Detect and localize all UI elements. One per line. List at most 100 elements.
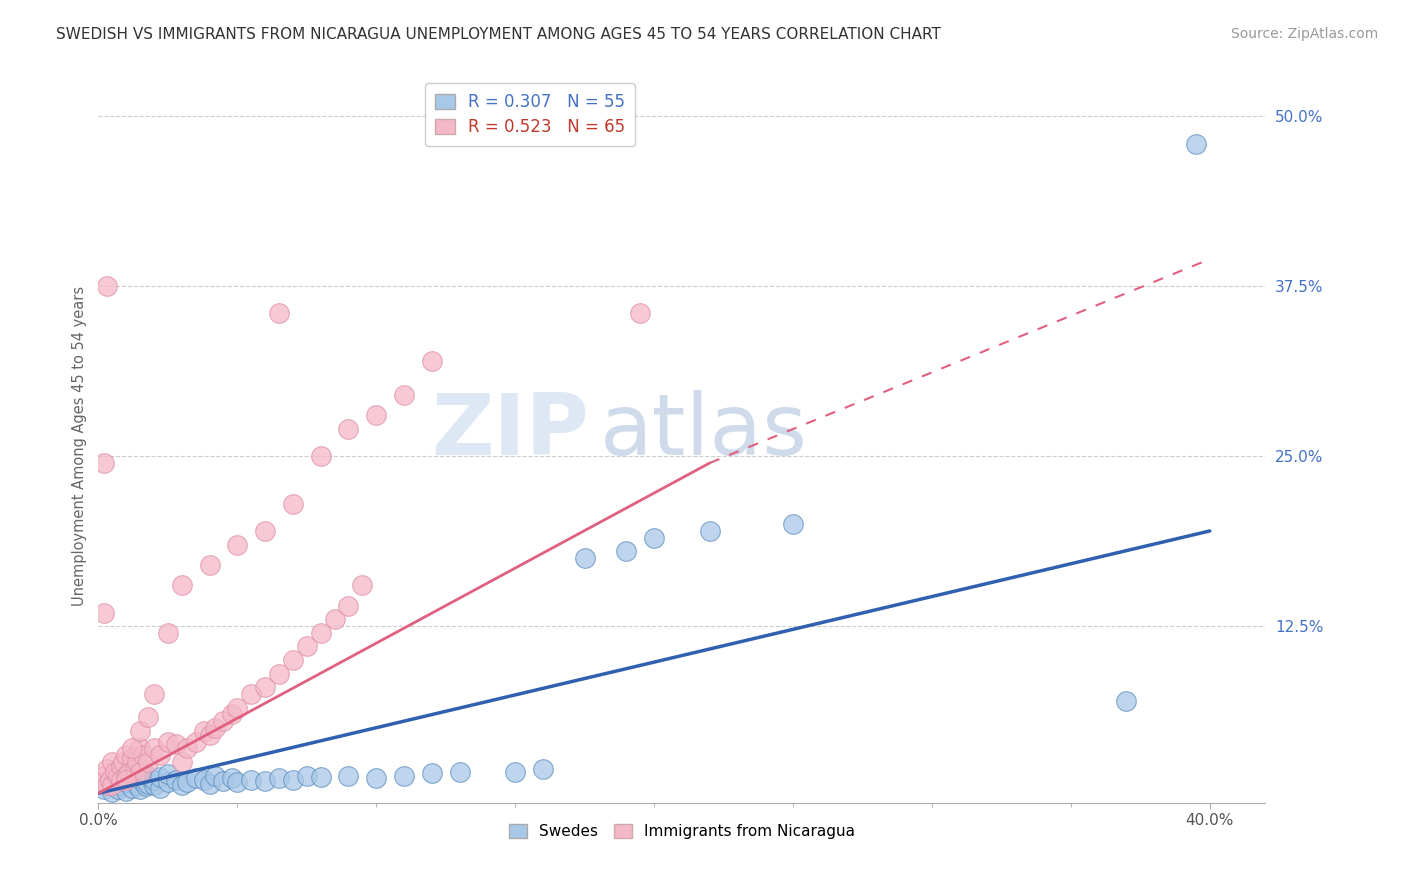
Point <box>170 755 193 769</box>
Point <box>110 772 132 787</box>
Point <box>170 778 193 792</box>
Point <box>449 764 471 779</box>
Point <box>267 666 290 681</box>
Point <box>165 737 187 751</box>
Point <box>267 772 290 786</box>
Point <box>198 777 221 791</box>
Point <box>337 599 360 613</box>
Point <box>628 306 651 320</box>
Point <box>96 778 118 792</box>
Point <box>138 769 160 783</box>
Point <box>135 780 157 794</box>
Point <box>198 558 221 572</box>
Y-axis label: Unemployment Among Ages 45 to 54 years: Unemployment Among Ages 45 to 54 years <box>72 286 87 606</box>
Point <box>148 770 170 784</box>
Point <box>129 723 152 738</box>
Point <box>101 778 124 792</box>
Point <box>281 497 304 511</box>
Point <box>156 767 179 781</box>
Point <box>138 755 160 769</box>
Point <box>281 772 304 787</box>
Point <box>96 762 118 776</box>
Point <box>115 783 138 797</box>
Point <box>392 388 415 402</box>
Point <box>110 778 132 792</box>
Point <box>143 687 166 701</box>
Point <box>204 721 226 735</box>
Point <box>240 687 263 701</box>
Point <box>93 606 115 620</box>
Point <box>323 612 346 626</box>
Point <box>115 772 138 787</box>
Point <box>267 306 290 320</box>
Point <box>121 741 143 756</box>
Text: Source: ZipAtlas.com: Source: ZipAtlas.com <box>1230 27 1378 41</box>
Point <box>96 778 118 792</box>
Point <box>782 517 804 532</box>
Point <box>127 755 149 769</box>
Point <box>138 710 160 724</box>
Point <box>198 728 221 742</box>
Point <box>337 769 360 783</box>
Point <box>143 778 166 792</box>
Point <box>337 422 360 436</box>
Point <box>156 734 179 748</box>
Point <box>165 772 187 787</box>
Point <box>112 755 135 769</box>
Point <box>281 653 304 667</box>
Point <box>1115 694 1137 708</box>
Point <box>124 772 146 787</box>
Point <box>366 772 388 786</box>
Point <box>156 775 179 789</box>
Point <box>184 734 207 748</box>
Point <box>156 626 179 640</box>
Point <box>132 775 155 789</box>
Point <box>531 762 554 776</box>
Point <box>143 741 166 756</box>
Point <box>226 537 249 551</box>
Point <box>309 770 332 784</box>
Point <box>104 764 127 779</box>
Point <box>366 409 388 423</box>
Point <box>254 774 277 789</box>
Point <box>90 775 112 789</box>
Point <box>132 748 155 763</box>
Point <box>127 778 149 792</box>
Point <box>110 759 132 773</box>
Point <box>204 769 226 783</box>
Point <box>101 775 124 789</box>
Point <box>193 723 215 738</box>
Point <box>614 544 637 558</box>
Point <box>121 751 143 765</box>
Point <box>309 449 332 463</box>
Point <box>101 755 124 769</box>
Point <box>115 769 138 783</box>
Point <box>643 531 665 545</box>
Point <box>129 772 152 786</box>
Point <box>148 780 170 795</box>
Point <box>115 748 138 763</box>
Text: atlas: atlas <box>600 390 808 474</box>
Point <box>221 772 243 786</box>
Point <box>295 640 318 654</box>
Point <box>115 769 138 783</box>
Text: SWEDISH VS IMMIGRANTS FROM NICARAGUA UNEMPLOYMENT AMONG AGES 45 TO 54 YEARS CORR: SWEDISH VS IMMIGRANTS FROM NICARAGUA UNE… <box>56 27 941 42</box>
Point <box>98 772 121 787</box>
Point <box>352 578 374 592</box>
Point <box>254 680 277 694</box>
Point <box>254 524 277 538</box>
Point <box>574 551 596 566</box>
Text: ZIP: ZIP <box>430 390 589 474</box>
Point <box>121 780 143 795</box>
Point <box>212 714 235 729</box>
Legend: Swedes, Immigrants from Nicaragua: Swedes, Immigrants from Nicaragua <box>502 818 862 845</box>
Point <box>170 578 193 592</box>
Point <box>107 769 129 783</box>
Point <box>699 524 721 538</box>
Point <box>420 354 443 368</box>
Point <box>124 762 146 776</box>
Point <box>138 777 160 791</box>
Point <box>129 764 152 779</box>
Point <box>143 772 166 787</box>
Point <box>107 782 129 797</box>
